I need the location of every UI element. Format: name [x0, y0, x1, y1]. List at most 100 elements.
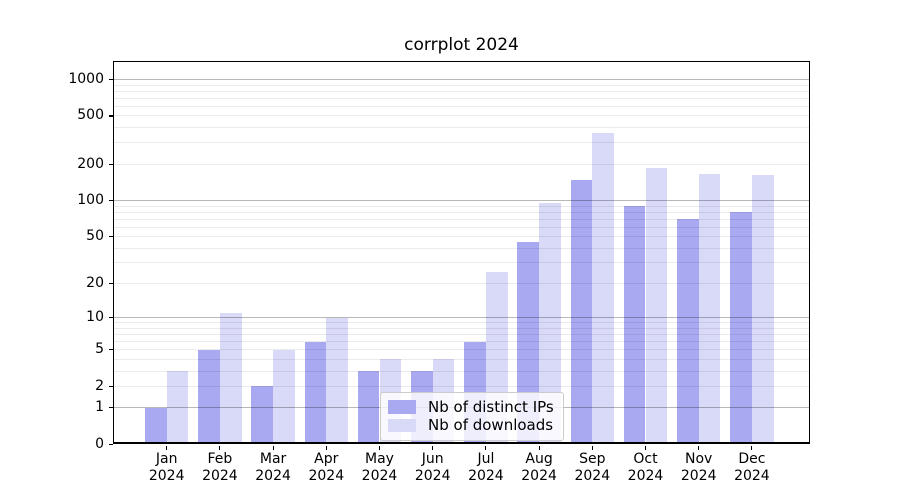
y-tick-mark	[108, 115, 113, 117]
x-tick-mark	[591, 446, 593, 451]
y-tick-label: 50	[86, 228, 104, 245]
x-tick-mark	[166, 446, 168, 451]
major-gridline	[114, 317, 809, 319]
y-tick-mark	[108, 443, 113, 445]
bar-downloads	[539, 203, 561, 445]
y-tick-label: 20	[86, 275, 104, 292]
minor-gridline	[114, 211, 809, 213]
bar-ips	[144, 407, 167, 445]
bar-downloads	[166, 371, 189, 445]
x-tick-mark	[644, 446, 647, 451]
minor-gridline	[114, 341, 809, 343]
y-tick-label: 2	[95, 377, 104, 394]
minor-gridline	[114, 349, 809, 351]
minor-gridline	[114, 370, 809, 372]
minor-gridline	[114, 142, 809, 144]
y-tick-mark	[108, 78, 113, 81]
bar-ips	[730, 212, 752, 445]
major-gridline	[114, 200, 809, 202]
bar-downloads	[326, 317, 349, 445]
bar-ips	[623, 206, 646, 445]
y-tick-label: 5	[95, 341, 104, 358]
bar-downloads	[273, 349, 295, 445]
minor-gridline	[114, 385, 809, 387]
y-tick-label: 1	[95, 399, 104, 416]
bar-downloads	[219, 313, 242, 445]
y-tick-label: 10	[86, 309, 104, 326]
minor-gridline	[114, 163, 809, 165]
minor-gridline	[114, 236, 809, 238]
minor-gridline	[114, 115, 809, 117]
minor-gridline	[114, 327, 809, 329]
x-tick-mark	[698, 446, 700, 451]
y-tick-label: 100	[77, 192, 104, 209]
x-tick-label: Dec 2024	[734, 451, 770, 484]
y-tick-mark	[108, 349, 113, 351]
chart-title: corrplot 2024	[404, 35, 519, 55]
minor-gridline	[114, 205, 809, 207]
y-tick-mark	[108, 385, 113, 387]
x-tick-mark	[219, 446, 221, 451]
y-tick-mark	[108, 407, 113, 409]
legend-swatch	[388, 418, 416, 433]
y-tick-mark	[108, 163, 113, 165]
x-tick-mark	[272, 446, 274, 451]
x-tick-mark	[325, 446, 327, 451]
x-tick-label: Feb 2024	[202, 451, 238, 484]
legend-item: Nb of distinct IPs	[388, 397, 554, 416]
major-gridline	[114, 78, 809, 80]
minor-gridline	[114, 90, 809, 92]
x-tick-label: Mar 2024	[255, 451, 291, 484]
x-tick-label: Jul 2024	[468, 451, 504, 484]
bar-ips	[251, 386, 274, 445]
x-tick-mark	[378, 446, 381, 451]
minor-gridline	[114, 105, 809, 107]
minor-gridline	[114, 97, 809, 99]
x-tick-label: Aug 2024	[521, 451, 557, 484]
minor-gridline	[114, 127, 809, 129]
bar-ips	[676, 219, 699, 445]
x-tick-label: Jun 2024	[414, 451, 451, 484]
bar-ips	[198, 349, 220, 445]
minor-gridline	[114, 333, 809, 335]
y-tick-label: 0	[95, 435, 104, 452]
x-tick-mark	[538, 446, 540, 451]
minor-gridline	[114, 247, 809, 249]
y-tick-label: 1000	[68, 70, 104, 87]
y-tick-mark	[108, 236, 113, 238]
legend-label: Nb of distinct IPs	[428, 397, 554, 416]
x-tick-label: Sep 2024	[574, 451, 611, 484]
minor-gridline	[114, 84, 809, 86]
bar-ips	[304, 341, 327, 445]
x-tick-label: May 2024	[361, 451, 398, 484]
bar-ips	[357, 371, 380, 445]
bar-downloads	[592, 132, 615, 445]
bar-downloads	[751, 174, 774, 445]
x-tick-label: Apr 2024	[308, 451, 345, 484]
y-tick-mark	[108, 199, 113, 202]
y-tick-label: 500	[77, 107, 104, 124]
legend-item: Nb of downloads	[388, 417, 554, 434]
x-tick-mark	[432, 446, 434, 451]
minor-gridline	[114, 262, 809, 264]
x-tick-label: Jan 2024	[148, 451, 185, 484]
minor-gridline	[114, 322, 809, 324]
x-tick-label: Oct 2024	[627, 451, 664, 484]
x-tick-mark	[751, 446, 753, 451]
bar-downloads	[698, 173, 721, 445]
x-tick-mark	[485, 446, 487, 451]
x-tick-label: Nov 2024	[680, 451, 717, 484]
legend: Nb of distinct IPs Nb of downloads	[380, 392, 564, 441]
y-tick-mark	[108, 282, 113, 285]
y-tick-label: 200	[77, 155, 104, 172]
bar-ips	[570, 180, 593, 445]
bar-downloads	[645, 168, 668, 445]
minor-gridline	[114, 226, 809, 228]
minor-gridline	[114, 218, 809, 220]
minor-gridline	[114, 358, 809, 360]
legend-label: Nb of downloads	[428, 416, 554, 434]
legend-swatch	[388, 400, 416, 414]
y-tick-mark	[108, 317, 113, 319]
minor-gridline	[114, 283, 809, 285]
